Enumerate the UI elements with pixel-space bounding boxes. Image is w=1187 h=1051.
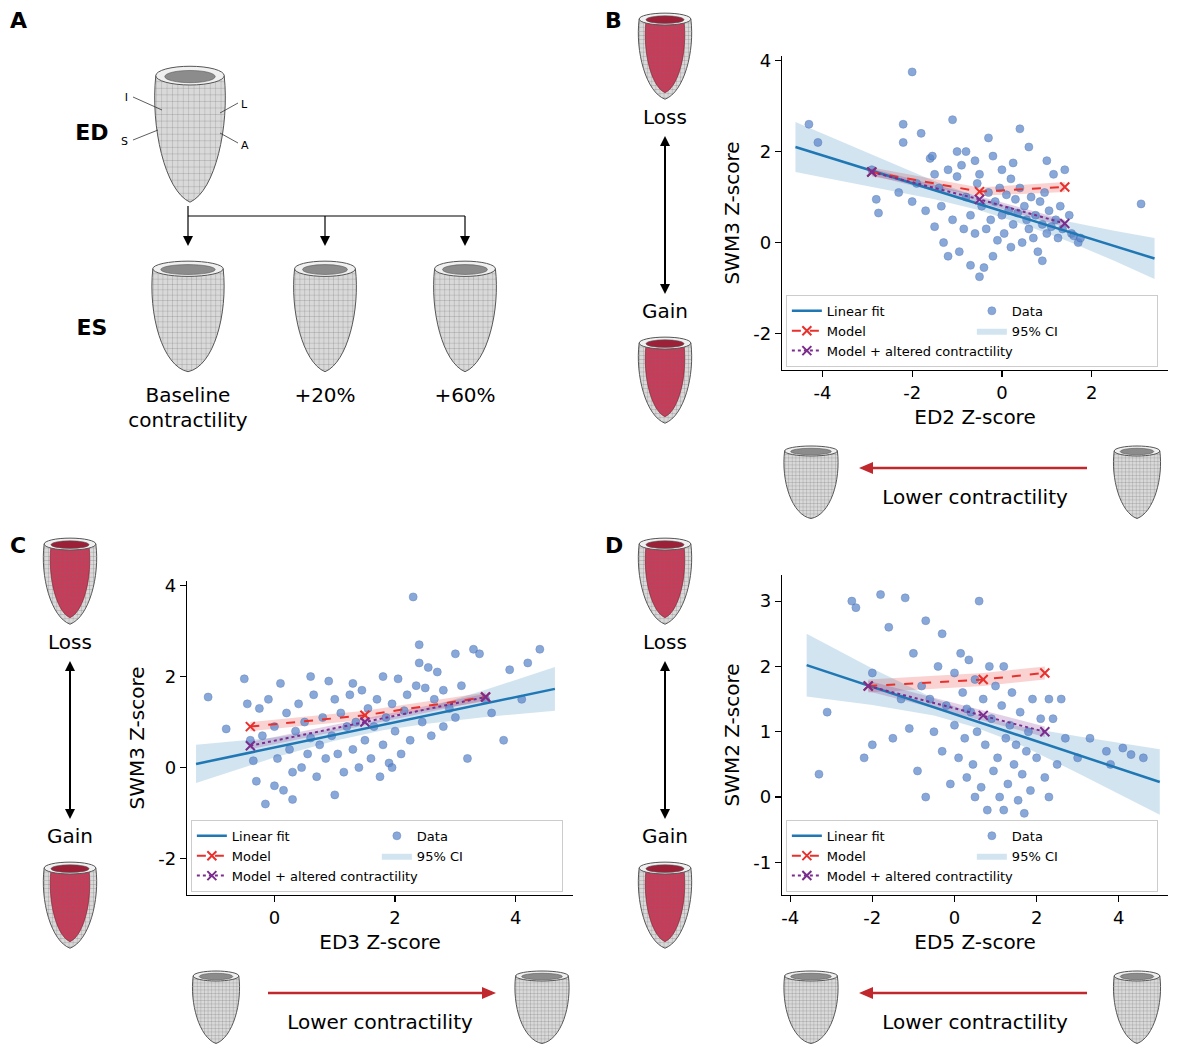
svg-text:-1: -1 xyxy=(753,852,771,873)
svg-text:Loss: Loss xyxy=(643,630,687,654)
svg-text:contractility: contractility xyxy=(128,408,248,432)
svg-text:Linear fit: Linear fit xyxy=(232,829,290,844)
svg-text:SWM3 Z-score: SWM3 Z-score xyxy=(125,666,149,809)
svg-text:Lower contractility: Lower contractility xyxy=(287,1010,473,1034)
svg-text:4: 4 xyxy=(1113,907,1124,928)
svg-text:2: 2 xyxy=(389,907,400,928)
svg-text:95% CI: 95% CI xyxy=(1012,849,1058,864)
svg-text:-2: -2 xyxy=(158,848,176,869)
svg-text:Gain: Gain xyxy=(47,824,93,848)
svg-text:ES: ES xyxy=(77,315,108,340)
svg-text:SWM2 Z-score: SWM2 Z-score xyxy=(720,663,744,806)
svg-text:Gain: Gain xyxy=(642,824,688,848)
svg-text:2: 2 xyxy=(1031,907,1042,928)
svg-text:SWM3 Z-score: SWM3 Z-score xyxy=(720,141,744,284)
svg-text:Data: Data xyxy=(1012,304,1043,319)
svg-text:3: 3 xyxy=(760,590,771,611)
svg-text:Data: Data xyxy=(1012,829,1043,844)
svg-text:ED: ED xyxy=(75,120,108,145)
svg-text:-4: -4 xyxy=(781,907,799,928)
svg-text:Model: Model xyxy=(827,324,866,339)
svg-text:95% CI: 95% CI xyxy=(1012,324,1058,339)
svg-text:L: L xyxy=(241,98,248,111)
svg-text:Loss: Loss xyxy=(643,105,687,129)
svg-text:ED3 Z-score: ED3 Z-score xyxy=(319,930,440,954)
svg-text:0: 0 xyxy=(760,232,771,253)
svg-text:Linear fit: Linear fit xyxy=(827,829,885,844)
svg-text:2: 2 xyxy=(165,666,176,687)
svg-text:+60%: +60% xyxy=(434,383,495,407)
svg-text:-4: -4 xyxy=(813,382,831,403)
svg-text:B: B xyxy=(605,8,622,33)
svg-text:Linear fit: Linear fit xyxy=(827,304,885,319)
svg-text:1: 1 xyxy=(760,721,771,742)
svg-text:Gain: Gain xyxy=(642,299,688,323)
svg-text:0: 0 xyxy=(996,382,1007,403)
svg-text:ED2 Z-score: ED2 Z-score xyxy=(914,405,1035,429)
svg-text:-2: -2 xyxy=(753,323,771,344)
svg-text:I: I xyxy=(125,91,128,104)
svg-text:0: 0 xyxy=(949,907,960,928)
svg-text:A: A xyxy=(10,8,27,33)
svg-text:Model + altered contractility: Model + altered contractility xyxy=(827,869,1013,884)
svg-text:2: 2 xyxy=(760,141,771,162)
svg-text:Model + altered contractility: Model + altered contractility xyxy=(827,344,1013,359)
svg-text:Lower contractility: Lower contractility xyxy=(882,1010,1068,1034)
svg-text:4: 4 xyxy=(510,907,521,928)
svg-text:-2: -2 xyxy=(903,382,921,403)
svg-text:Model: Model xyxy=(232,849,271,864)
svg-text:D: D xyxy=(605,533,623,558)
svg-text:0: 0 xyxy=(760,786,771,807)
svg-text:95% CI: 95% CI xyxy=(417,849,463,864)
svg-text:S: S xyxy=(121,135,128,148)
svg-text:A: A xyxy=(241,139,249,152)
svg-text:C: C xyxy=(10,533,26,558)
svg-text:Lower contractility: Lower contractility xyxy=(882,485,1068,509)
svg-text:2: 2 xyxy=(1086,382,1097,403)
svg-text:Data: Data xyxy=(417,829,448,844)
svg-text:Model + altered contractility: Model + altered contractility xyxy=(232,869,418,884)
svg-text:+20%: +20% xyxy=(294,383,355,407)
svg-text:Model: Model xyxy=(827,849,866,864)
svg-text:4: 4 xyxy=(760,50,771,71)
svg-text:0: 0 xyxy=(269,907,280,928)
svg-text:Baseline: Baseline xyxy=(146,383,231,407)
svg-text:Loss: Loss xyxy=(48,630,92,654)
svg-text:-2: -2 xyxy=(863,907,881,928)
svg-text:ED5 Z-score: ED5 Z-score xyxy=(914,930,1035,954)
svg-text:0: 0 xyxy=(165,757,176,778)
svg-text:2: 2 xyxy=(760,656,771,677)
svg-text:4: 4 xyxy=(165,575,176,596)
